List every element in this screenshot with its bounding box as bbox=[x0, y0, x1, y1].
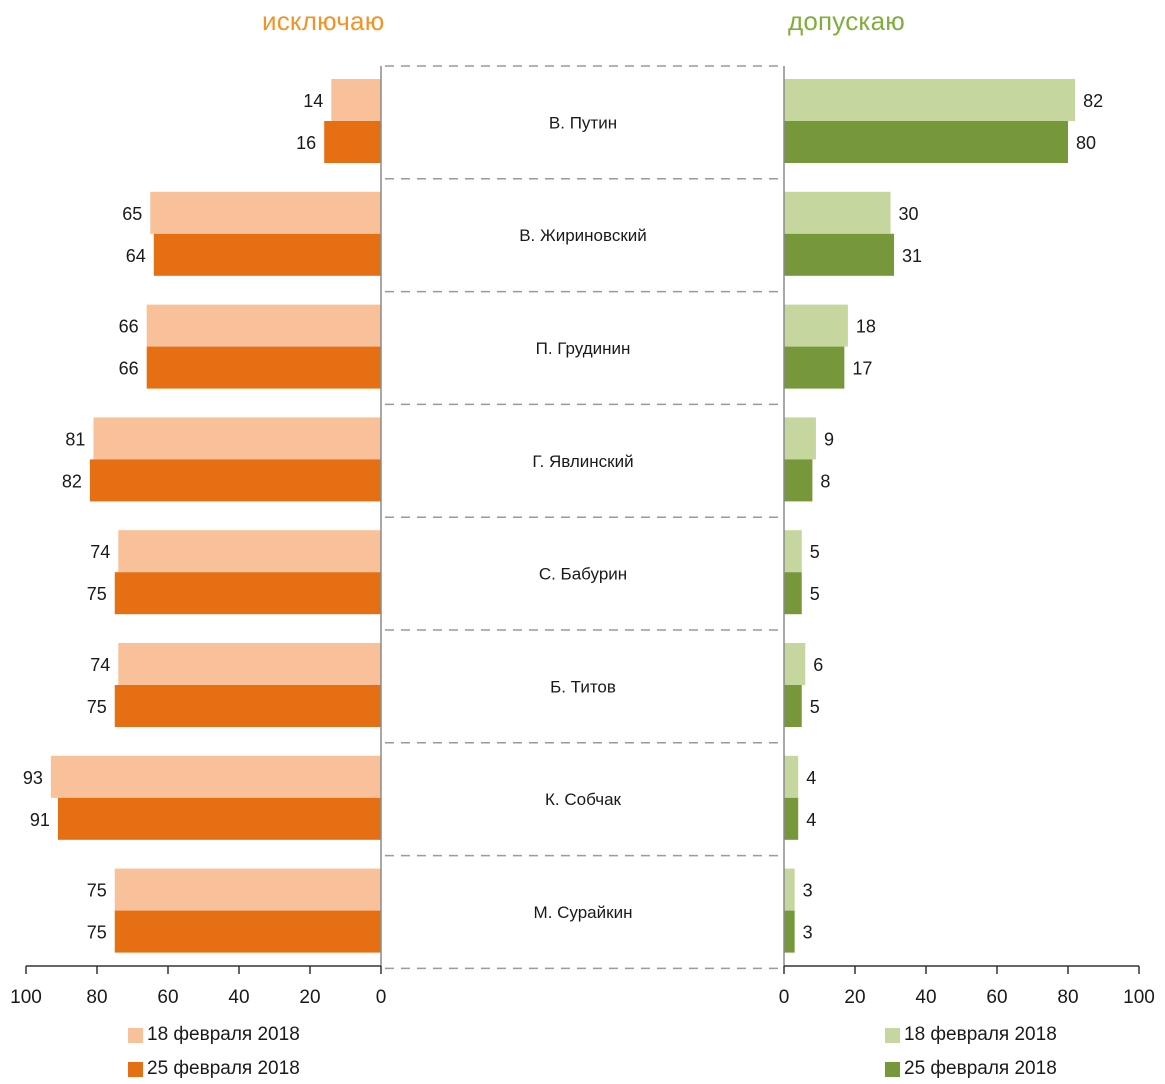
left-value-label-25: 75 bbox=[87, 923, 107, 943]
legend-swatch-left-18 bbox=[128, 1027, 143, 1043]
right-x-tick-label: 0 bbox=[779, 987, 790, 1008]
right-bar-18 bbox=[784, 191, 891, 234]
left-value-label-25: 75 bbox=[87, 697, 107, 717]
right-x-tick-label: 20 bbox=[844, 987, 865, 1008]
right-value-label-18: 30 bbox=[899, 204, 919, 224]
left-value-label-18: 75 bbox=[87, 881, 107, 901]
legend-label-left-25: 25 февраля 2018 bbox=[147, 1058, 300, 1079]
category-label: М. Сурайкин bbox=[534, 903, 633, 922]
category-label: К. Собчак bbox=[545, 790, 622, 809]
left-value-label-25: 91 bbox=[30, 810, 50, 830]
left-bar-18 bbox=[50, 755, 381, 798]
left-bar-25 bbox=[114, 910, 381, 953]
right-value-label-25: 80 bbox=[1076, 133, 1096, 153]
left-bar-25 bbox=[57, 797, 381, 840]
left-value-label-25: 66 bbox=[119, 359, 139, 379]
right-x-tick-label: 60 bbox=[986, 987, 1007, 1008]
right-value-label-25: 5 bbox=[810, 584, 820, 604]
right-bar-25 bbox=[784, 797, 799, 840]
category-label: С. Бабурин bbox=[539, 565, 627, 584]
left-x-tick-label: 0 bbox=[376, 987, 387, 1008]
right-value-label-18: 82 bbox=[1083, 91, 1103, 111]
right-value-label-18: 9 bbox=[824, 429, 834, 449]
left-bar-18 bbox=[150, 191, 381, 234]
right-bar-25 bbox=[784, 121, 1068, 163]
left-value-label-25: 82 bbox=[62, 471, 82, 491]
left-value-label-18: 74 bbox=[90, 655, 110, 675]
right-bar-18 bbox=[784, 79, 1076, 121]
right-x-tick-label: 40 bbox=[915, 987, 936, 1008]
right-value-label-18: 18 bbox=[856, 317, 876, 337]
category-label: Г. Явлинский bbox=[532, 452, 633, 471]
left-value-label-18: 93 bbox=[23, 768, 43, 788]
legend-right-18: 18 февраля 2018 bbox=[885, 1024, 1057, 1046]
right-bar-25 bbox=[784, 572, 802, 615]
right-bar-25 bbox=[784, 233, 895, 276]
legend-left-18: 18 февраля 2018 bbox=[128, 1024, 300, 1046]
left-value-label-18: 66 bbox=[119, 317, 139, 337]
left-value-label-25: 16 bbox=[296, 133, 316, 153]
right-x-tick-label: 100 bbox=[1123, 987, 1155, 1008]
legend-swatch-left-25 bbox=[128, 1061, 143, 1077]
left-value-label-18: 81 bbox=[65, 429, 85, 449]
left-bar-18 bbox=[331, 79, 381, 121]
left-value-label-18: 74 bbox=[90, 542, 110, 562]
right-bar-18 bbox=[784, 417, 816, 460]
right-value-label-25: 31 bbox=[902, 246, 922, 266]
legend-swatch-right-18 bbox=[885, 1027, 900, 1043]
left-x-tick-label: 40 bbox=[228, 987, 249, 1008]
right-value-label-25: 3 bbox=[803, 923, 813, 943]
left-x-tick-label: 100 bbox=[10, 987, 42, 1008]
right-x-tick-label: 80 bbox=[1057, 987, 1078, 1008]
right-bar-25 bbox=[784, 459, 813, 502]
category-label: П. Грудинин bbox=[536, 339, 631, 358]
left-bar-18 bbox=[118, 643, 382, 685]
right-value-label-18: 5 bbox=[810, 542, 820, 562]
right-value-label-18: 6 bbox=[813, 655, 823, 675]
left-x-tick-label: 60 bbox=[157, 987, 178, 1008]
left-bar-25 bbox=[153, 233, 381, 276]
right-value-label-18: 4 bbox=[806, 768, 816, 788]
category-label: В. Путин bbox=[549, 113, 617, 132]
left-panel-header: исключаю bbox=[262, 6, 385, 36]
right-value-label-25: 8 bbox=[820, 471, 830, 491]
right-bar-18 bbox=[784, 530, 802, 573]
right-bar-25 bbox=[784, 685, 802, 727]
right-bar-25 bbox=[784, 910, 795, 953]
left-bar-25 bbox=[114, 685, 381, 727]
left-bar-18 bbox=[118, 530, 382, 573]
legend-label-right-25: 25 февраля 2018 bbox=[904, 1058, 1057, 1079]
right-value-label-18: 3 bbox=[803, 881, 813, 901]
right-value-label-25: 4 bbox=[806, 810, 816, 830]
right-value-label-25: 17 bbox=[852, 359, 872, 379]
left-bar-18 bbox=[114, 868, 381, 911]
left-value-label-18: 65 bbox=[122, 204, 142, 224]
category-label: В. Жириновский bbox=[519, 226, 647, 245]
legend-label-left-18: 18 февраля 2018 bbox=[147, 1024, 300, 1045]
left-value-label-18: 14 bbox=[303, 91, 323, 111]
left-x-tick-label: 20 bbox=[299, 987, 320, 1008]
right-value-label-25: 5 bbox=[810, 697, 820, 717]
right-bar-18 bbox=[784, 643, 806, 685]
left-bar-25 bbox=[89, 459, 382, 502]
legend-right-25: 25 февраля 2018 bbox=[885, 1058, 1057, 1080]
right-bar-18 bbox=[784, 304, 848, 347]
left-value-label-25: 75 bbox=[87, 584, 107, 604]
left-value-label-25: 64 bbox=[126, 246, 146, 266]
category-label: Б. Титов bbox=[550, 677, 616, 696]
legend-label-right-18: 18 февраля 2018 bbox=[904, 1024, 1057, 1045]
left-bar-25 bbox=[324, 121, 381, 163]
left-x-tick-label: 80 bbox=[86, 987, 107, 1008]
left-bar-18 bbox=[93, 417, 381, 460]
right-panel-header: допускаю bbox=[788, 6, 905, 36]
left-bar-25 bbox=[146, 346, 381, 389]
right-bar-18 bbox=[784, 868, 795, 911]
right-bar-18 bbox=[784, 755, 799, 798]
left-bar-18 bbox=[146, 304, 381, 347]
right-bar-25 bbox=[784, 346, 845, 389]
left-bar-25 bbox=[114, 572, 381, 615]
legend-left-25: 25 февраля 2018 bbox=[128, 1058, 300, 1080]
legend-swatch-right-25 bbox=[885, 1061, 900, 1077]
